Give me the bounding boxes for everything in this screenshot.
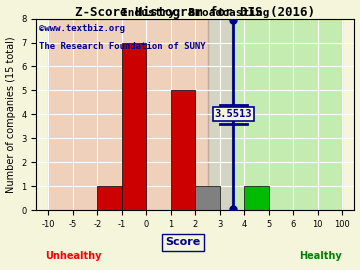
Text: Industry: Broadcasting: Industry: Broadcasting bbox=[121, 8, 270, 18]
Text: Healthy: Healthy bbox=[299, 251, 342, 261]
Bar bbox=[232, 19, 342, 210]
Text: 3.5513: 3.5513 bbox=[215, 109, 252, 119]
Text: ©www.textbiz.org: ©www.textbiz.org bbox=[39, 24, 125, 33]
Bar bbox=[49, 19, 208, 210]
Y-axis label: Number of companies (15 total): Number of companies (15 total) bbox=[5, 36, 15, 193]
Bar bbox=[171, 90, 195, 210]
Title: Z-Score Histogram for DIS (2016): Z-Score Histogram for DIS (2016) bbox=[75, 6, 315, 19]
Bar bbox=[208, 19, 232, 210]
Text: Unhealthy: Unhealthy bbox=[45, 251, 101, 261]
Text: Score: Score bbox=[166, 237, 201, 247]
Text: The Research Foundation of SUNY: The Research Foundation of SUNY bbox=[39, 42, 206, 50]
Bar bbox=[195, 186, 220, 210]
Bar bbox=[122, 43, 147, 210]
Bar bbox=[98, 186, 122, 210]
Bar bbox=[244, 186, 269, 210]
